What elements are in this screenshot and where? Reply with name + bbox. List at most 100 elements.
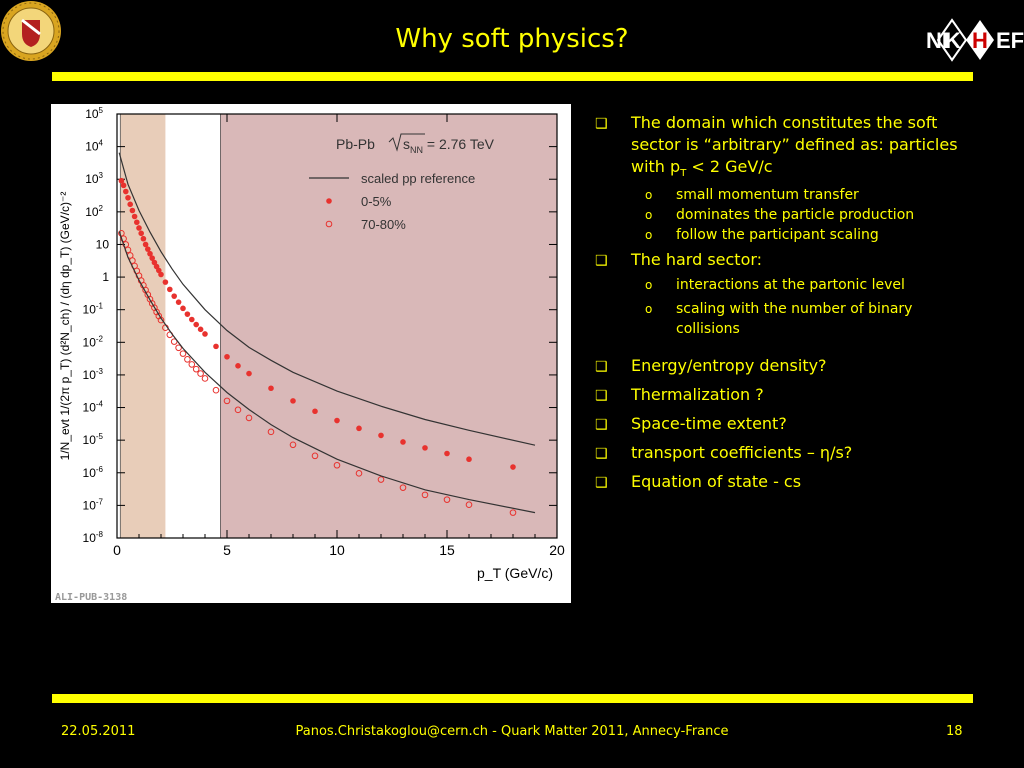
- bullet-thermalization: ❑ Thermalization ?: [594, 384, 964, 406]
- x-tick-label: 15: [439, 542, 455, 558]
- point-central: [312, 408, 318, 415]
- point-central: [290, 398, 296, 404]
- point-central: [466, 456, 472, 463]
- circle-bullet-icon: o: [645, 228, 653, 243]
- legend-energy: sNN = 2.76 TeV: [403, 136, 495, 155]
- y-tick-exponent: -8: [96, 530, 104, 539]
- y-tick-exponent: -5: [96, 432, 104, 441]
- point-central: [202, 331, 208, 337]
- point-central: [147, 250, 153, 257]
- point-central: [127, 201, 133, 208]
- point-peripheral: [192, 365, 200, 373]
- point-central: [334, 417, 340, 424]
- point-central: [268, 385, 274, 392]
- legend-header: Pb-Pb: [336, 136, 375, 152]
- slide-title: Why soft physics?: [395, 24, 629, 54]
- checkbox-bullet-icon: ❑: [595, 388, 608, 405]
- point-central: [356, 425, 362, 432]
- sub-bullet: o scaling with the number of binary colli…: [645, 301, 913, 338]
- y-tick-label: 1: [102, 270, 109, 284]
- point-peripheral: [267, 428, 275, 436]
- legend-entry: 0-5%: [361, 194, 392, 209]
- point-central: [213, 343, 219, 350]
- x-tick-label: 10: [329, 542, 345, 558]
- point-peripheral: [509, 509, 517, 516]
- footer-author: Panos.Christakoglou@cern.ch - Quark Matt…: [295, 724, 729, 739]
- point-peripheral: [465, 501, 473, 508]
- point-central: [378, 432, 384, 439]
- pt-spectrum-chart: 0 5 10 15 2010510410310210110-110-210-310-41…: [51, 104, 571, 603]
- x-tick-label: 0: [113, 542, 121, 558]
- bullet-hard-sector: ❑ The hard sector:: [594, 249, 964, 271]
- bullet-transport: ❑ transport coefficients – η/s?: [594, 442, 964, 464]
- point-central: [140, 235, 147, 242]
- bullet-eos: ❑ Equation of state - cs: [594, 471, 964, 493]
- point-peripheral: [223, 397, 231, 405]
- point-peripheral: [421, 491, 429, 499]
- point-central: [131, 213, 138, 220]
- y-tick-exponent: 4: [99, 139, 104, 148]
- point-central: [118, 177, 125, 184]
- point-peripheral: [355, 470, 363, 477]
- point-peripheral: [197, 370, 204, 377]
- legend-filled-marker: [326, 198, 332, 204]
- checkbox-bullet-icon: ❑: [595, 116, 608, 132]
- point-central: [510, 464, 516, 470]
- bottom-divider-bar: [52, 694, 973, 703]
- sub-bullet: o dominates the particle production: [645, 207, 915, 224]
- svg-text:K: K: [945, 28, 961, 53]
- point-peripheral: [184, 356, 191, 363]
- bullet-space-time: ❑ Space-time extent?: [594, 413, 964, 435]
- y-tick-exponent: 2: [99, 204, 104, 213]
- spectrum-chart-panel: 0 5 10 15 20 105 104 103 102 10 1 10-1 10-2 10-3 10-4 1…: [51, 104, 571, 603]
- point-peripheral: [289, 441, 297, 449]
- point-peripheral: [443, 496, 451, 503]
- y-tick-exponent: -4: [96, 400, 104, 409]
- hard-region-band: [220, 114, 557, 538]
- bullet-energy-density: ❑ Energy/entropy density?: [594, 355, 964, 377]
- checkbox-bullet-icon: ❑: [595, 359, 608, 376]
- watermark-label: ALI-PUB-3138: [55, 592, 127, 603]
- point-central: [422, 445, 428, 451]
- point-peripheral: [179, 350, 187, 357]
- point-peripheral: [377, 476, 385, 483]
- point-central: [129, 207, 136, 214]
- point-peripheral: [175, 344, 182, 352]
- point-central: [123, 188, 129, 195]
- point-peripheral: [234, 406, 242, 414]
- point-peripheral: [212, 386, 220, 394]
- point-central: [197, 326, 204, 333]
- point-central: [158, 271, 164, 278]
- point-peripheral: [245, 414, 253, 422]
- y-tick-exponent: -1: [96, 302, 104, 311]
- circle-bullet-icon: o: [645, 302, 653, 317]
- point-central: [138, 230, 144, 237]
- sub-bullet: o small momentum transfer: [645, 187, 859, 204]
- point-central: [142, 241, 149, 248]
- x-tick-label: 5: [223, 542, 231, 558]
- top-divider-bar: [52, 72, 973, 81]
- sub-bullet: o follow the participant scaling: [645, 227, 879, 244]
- point-central: [134, 219, 140, 226]
- footer-date: 22.05.2011: [61, 724, 136, 739]
- y-tick-exponent: -2: [96, 334, 104, 343]
- legend-open-marker: [325, 220, 333, 228]
- reference-curve: [118, 152, 536, 446]
- circle-bullet-icon: o: [645, 208, 653, 223]
- svg-text:EF: EF: [996, 28, 1024, 53]
- point-peripheral: [201, 375, 209, 382]
- point-central: [180, 305, 186, 312]
- legend-entry: 70-80%: [361, 217, 406, 232]
- point-central: [125, 194, 131, 201]
- point-central: [175, 299, 182, 305]
- point-central: [136, 225, 142, 231]
- circle-bullet-icon: o: [645, 188, 653, 203]
- point-central: [444, 450, 450, 457]
- soft-region-band: [120, 114, 166, 538]
- x-axis-label: p_T (GeV/c): [477, 565, 553, 581]
- point-peripheral: [311, 452, 319, 460]
- page-number: 18: [946, 724, 963, 739]
- point-central: [189, 316, 195, 323]
- point-peripheral: [120, 235, 127, 243]
- y-tick-exponent: 3: [99, 171, 104, 180]
